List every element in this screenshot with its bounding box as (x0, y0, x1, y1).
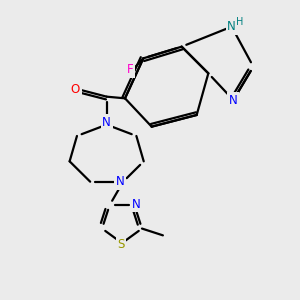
Text: O: O (71, 83, 80, 96)
Text: N: N (116, 175, 124, 188)
Text: N: N (229, 94, 238, 106)
Text: N: N (227, 20, 236, 33)
Text: F: F (127, 63, 134, 76)
Text: S: S (117, 238, 125, 250)
Text: H: H (236, 17, 243, 27)
Text: N: N (132, 198, 141, 211)
Text: N: N (102, 116, 111, 129)
